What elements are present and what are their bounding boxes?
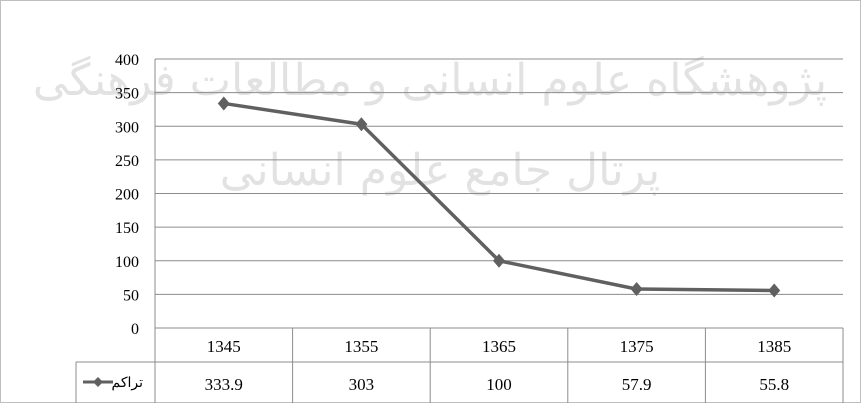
y-tick-label: 200	[115, 187, 139, 204]
y-tick-label: 400	[115, 52, 139, 69]
y-tick-label: 300	[115, 119, 139, 136]
watermark: پژوهشگاه علوم انسانی و مطالعات فرهنگی پر…	[33, 55, 827, 196]
data-table-value: 57.9	[622, 375, 652, 394]
watermark-line-2: پرتال جامع علوم انسانی	[220, 145, 661, 196]
data-point-marker	[630, 282, 643, 297]
y-tick-label: 250	[115, 153, 139, 170]
y-axis-ticks: 0 50 100 150 200 250 300 350 400	[115, 52, 139, 338]
x-category-label: 1355	[344, 337, 378, 356]
data-table-value: 100	[486, 375, 512, 394]
legend-series-label: تراکم	[112, 376, 144, 391]
y-tick-label: 350	[115, 86, 139, 103]
y-tick-label: 100	[115, 254, 139, 271]
x-category-label: 1385	[757, 337, 791, 356]
gridlines	[154, 58, 843, 328]
x-category-label: 1345	[207, 337, 241, 356]
data-point-marker	[355, 117, 368, 132]
data-table-value: 303	[349, 375, 375, 394]
y-tick-label: 150	[115, 220, 139, 237]
data-table-value: 333.9	[205, 375, 243, 394]
x-category-label: 1365	[482, 337, 516, 356]
series-line	[217, 96, 781, 298]
y-tick-label: 0	[131, 321, 139, 338]
data-point-marker	[217, 96, 230, 111]
data-point-marker	[493, 253, 505, 268]
data-table: 1345 1355 1365 1375 1385 333.9 303 100 57.9 55.8 ت…	[75, 327, 844, 403]
x-category-label: 1375	[620, 337, 654, 356]
legend-marker	[93, 377, 103, 387]
data-point-marker	[768, 283, 781, 298]
data-table-value: 55.8	[759, 375, 789, 394]
watermark-line-1: پژوهشگاه علوم انسانی و مطالعات فرهنگی	[33, 55, 827, 106]
y-tick-label: 50	[123, 287, 139, 304]
